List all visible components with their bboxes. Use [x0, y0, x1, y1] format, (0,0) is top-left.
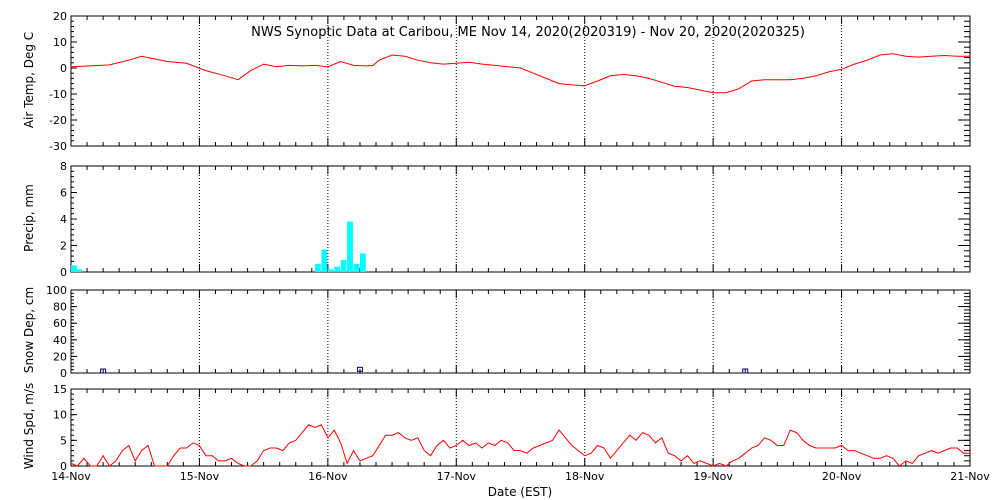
x-axis-label: Date (EST) [488, 485, 552, 499]
wind-speed-line [70, 424, 970, 467]
wind-speed-ytick-label: 0 [60, 460, 67, 473]
x-tick-label: 15-Nov [180, 470, 220, 483]
precip-bar [353, 264, 360, 272]
snow-depth-axis: 0 20 40 60 80 100 [46, 284, 971, 380]
precip-bar [71, 265, 77, 272]
snow-depth-ytick-label: 0 [60, 367, 67, 380]
wind-speed-ytick-label: 15 [53, 383, 67, 396]
snow-depth-marker [356, 366, 363, 372]
chart-title: NWS Synoptic Data at Caribou, ME Nov 14,… [251, 25, 805, 40]
precip-bar [327, 269, 334, 272]
precip-bar [334, 266, 341, 272]
precip-ylabel: Precip, mm [22, 184, 36, 252]
wind-speed-series [70, 424, 970, 467]
air-temp-panel: -30 -20 -10 0 10 20 Air Temp, Deg C [22, 10, 971, 153]
air-temp-ytick-label: 20 [53, 10, 67, 23]
precip-bar [76, 269, 82, 272]
air-temp-ytick-label: -30 [49, 140, 67, 153]
snow-depth-ytick-label: 80 [53, 301, 67, 314]
snow-depth-panel: 0 20 40 60 80 100 Snow Dep, cm [22, 284, 971, 380]
precip-bar [347, 221, 353, 272]
x-tick-label: 17-Nov [437, 470, 477, 483]
snow-depth-ytick-label: 60 [53, 317, 67, 330]
x-tick-label: 18-Nov [565, 470, 605, 483]
precip-bar [315, 264, 321, 272]
snow-depth-ytick-label: 100 [46, 284, 67, 297]
wind-speed-ylabel: Wind Spd, m/s [22, 383, 36, 469]
precip-bar [340, 260, 347, 272]
precip-panel: 0 2 4 6 8 Precip, mm [22, 160, 971, 279]
precip-ytick-label: 8 [60, 160, 67, 173]
air-temp-axis: -30 -20 -10 0 10 20 [49, 10, 971, 153]
wind-speed-ytick-label: 5 [60, 434, 67, 447]
air-temp-ylabel: Air Temp, Deg C [22, 32, 36, 128]
air-temp-ytick-label: -10 [49, 88, 67, 101]
precip-series [71, 221, 366, 272]
precip-bar [359, 253, 366, 272]
x-tick-labels: 14-Nov 15-Nov 16-Nov 17-Nov 18-Nov 19-Nov 20-N… [51, 470, 990, 483]
air-temp-ytick-label: 10 [53, 36, 67, 49]
air-temp-series [70, 53, 970, 94]
precip-bar [321, 249, 328, 272]
precip-frame [70, 165, 971, 273]
air-temp-ytick-label: -20 [49, 114, 67, 127]
x-tick-label: 21-Nov [950, 470, 990, 483]
snow-depth-frame [70, 289, 971, 374]
x-tick-label: 16-Nov [308, 470, 348, 483]
precip-ytick-label: 0 [60, 266, 67, 279]
x-tick-label: 19-Nov [693, 470, 733, 483]
precip-axis: 0 2 4 6 8 [60, 160, 971, 279]
wind-speed-axis: 0 5 10 15 [53, 383, 971, 473]
air-temp-line [70, 53, 970, 94]
snow-depth-marker [742, 368, 749, 374]
wind-speed-frame [70, 388, 971, 467]
x-tick-label: 14-Nov [51, 470, 91, 483]
air-temp-ytick-label: 0 [60, 62, 67, 75]
snow-depth-series [100, 366, 749, 374]
snow-depth-marker [100, 368, 107, 374]
wind-speed-ytick-label: 10 [53, 409, 67, 422]
precip-ytick-label: 2 [60, 240, 67, 253]
precip-ytick-label: 6 [60, 187, 67, 200]
snow-depth-ylabel: Snow Dep, cm [22, 287, 36, 373]
snow-depth-ytick-label: 20 [53, 350, 67, 363]
x-tick-label: 20-Nov [822, 470, 862, 483]
wind-speed-panel: 0 5 10 15 Wind Spd, m/s [22, 383, 971, 473]
precip-ytick-label: 4 [60, 213, 67, 226]
snow-depth-ytick-label: 40 [53, 334, 67, 347]
